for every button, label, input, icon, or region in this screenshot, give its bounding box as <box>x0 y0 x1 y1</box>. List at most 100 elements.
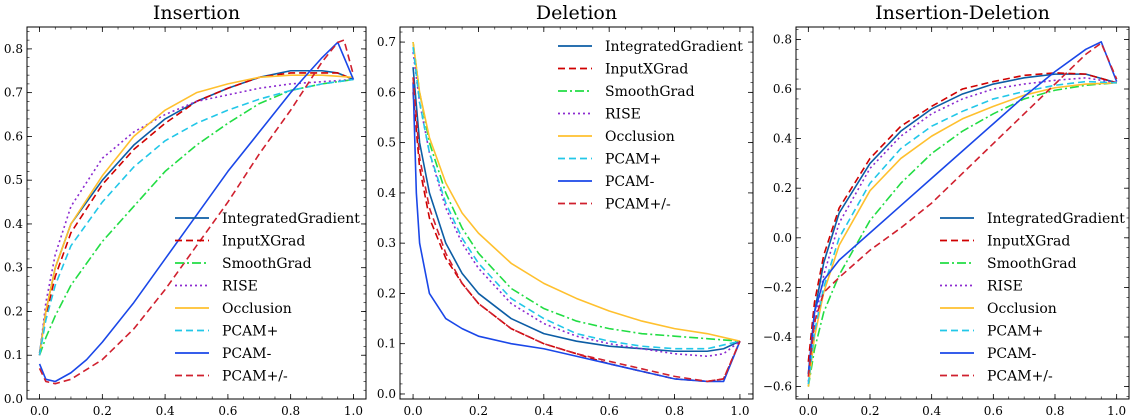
series-line-0 <box>412 67 741 353</box>
chart-title: Insertion-Deletion <box>875 2 1050 24</box>
series-line-4 <box>412 41 741 342</box>
y-tick-label: 0.3 <box>4 261 23 275</box>
legend-label: PCAM+/- <box>987 369 1053 385</box>
plot-frame <box>26 26 367 400</box>
legend-label: Occlusion <box>222 301 292 317</box>
legend-label: RISE <box>987 279 1023 295</box>
x-tick-label: 0.4 <box>922 404 941 417</box>
legend-label: PCAM- <box>605 174 655 190</box>
series-line-0 <box>807 73 1117 375</box>
legend-label: Occlusion <box>987 301 1057 317</box>
y-tick-label: 0.5 <box>377 136 396 150</box>
plot-frame <box>795 26 1130 400</box>
series-line-1 <box>807 72 1117 362</box>
y-tick-label: 0.1 <box>377 337 396 351</box>
y-tick-label: 0.4 <box>377 186 396 200</box>
legend-label: PCAM- <box>987 346 1037 362</box>
x-tick-label: 0.8 <box>1045 404 1064 417</box>
legend-label: PCAM+ <box>605 152 661 168</box>
y-tick-label: 0.3 <box>377 236 396 250</box>
chart-panel-0: Insertion 0.0 0.2 0.4 0.6 0.8 1.0 0.0 0.1 0.2 0.3 0… <box>4 2 367 417</box>
y-tick-label: 0.1 <box>4 348 23 362</box>
chart-panel-1: Deletion 0.0 0.2 0.4 0.6 0.8 1.0 0.0 0.1 0.2 0.3 0.… <box>377 2 754 417</box>
y-tick-label: −0.4 <box>763 330 793 344</box>
x-tick-label: 0.2 <box>469 404 488 417</box>
legend-label: IntegratedGradient <box>605 39 743 55</box>
chart-title: Deletion <box>536 2 617 24</box>
x-tick-label: 0.6 <box>218 404 237 417</box>
x-tick-label: 0.2 <box>93 404 112 417</box>
legend-label: IntegratedGradient <box>222 211 360 227</box>
x-tick-label: 0.4 <box>156 404 175 417</box>
y-tick-label: 0.7 <box>377 35 396 49</box>
y-tick-label: 0.0 <box>377 387 396 401</box>
legend-label: InputXGrad <box>222 234 305 250</box>
legend-label: Occlusion <box>605 129 675 145</box>
series-line-7 <box>807 42 1118 377</box>
legend-label: PCAM+ <box>222 324 278 340</box>
legend-label: PCAM+/- <box>605 197 671 213</box>
x-tick-label: 0.6 <box>600 404 619 417</box>
y-tick-label: 0.6 <box>4 129 23 143</box>
x-tick-label: 0.0 <box>404 404 423 417</box>
legend: IntegratedGradient InputXGrad SmoothGrad RI… <box>558 39 743 213</box>
legend-label: PCAM- <box>222 346 272 362</box>
series-line-7 <box>412 77 741 383</box>
series-line-3 <box>807 77 1117 382</box>
legend: IntegratedGradient InputXGrad SmoothGrad RI… <box>940 211 1125 385</box>
x-tick-label: 0.8 <box>281 404 300 417</box>
x-tick-label: 0.4 <box>534 404 553 417</box>
y-tick-label: 0.0 <box>773 231 792 245</box>
series-line-4 <box>38 74 354 356</box>
series-line-1 <box>38 72 354 356</box>
x-tick-label: 0.6 <box>984 404 1003 417</box>
y-tick-label: 0.2 <box>377 286 396 300</box>
y-tick-label: 0.2 <box>4 304 23 318</box>
series-line-5 <box>412 47 741 350</box>
legend-label: IntegratedGradient <box>987 211 1125 227</box>
x-tick-label: 0.2 <box>860 404 879 417</box>
y-tick-label: 0.8 <box>4 42 23 56</box>
legend-label: SmoothGrad <box>605 84 695 100</box>
series-line-6 <box>38 41 355 383</box>
y-tick-label: 0.7 <box>4 86 23 100</box>
series-line-2 <box>412 41 740 342</box>
series-line-2 <box>807 82 1117 387</box>
x-tick-label: 0.0 <box>30 404 49 417</box>
series-line-1 <box>412 92 741 383</box>
x-tick-label: 1.0 <box>344 404 363 417</box>
series-line-3 <box>38 78 354 356</box>
x-tick-label: 0.0 <box>799 404 818 417</box>
y-tick-label: 0.4 <box>773 132 792 146</box>
y-tick-label: 0.4 <box>4 217 23 231</box>
legend-label: RISE <box>222 279 258 295</box>
y-tick-label: 0.2 <box>773 181 792 195</box>
y-tick-label: 0.5 <box>4 173 23 187</box>
x-tick-label: 1.0 <box>1107 404 1126 417</box>
series-line-4 <box>807 82 1117 387</box>
legend: IntegratedGradient InputXGrad SmoothGrad RI… <box>175 211 360 385</box>
x-tick-label: 0.8 <box>665 404 684 417</box>
series-line-6 <box>807 41 1118 375</box>
chart-panel-2: Insertion-Deletion 0.0 0.2 0.4 0.6 0.8 1.0 −0.6… <box>763 2 1130 417</box>
legend-label: InputXGrad <box>605 62 688 78</box>
legend-label: PCAM+/- <box>222 369 288 385</box>
chart-title: Insertion <box>153 2 240 24</box>
legend-label: SmoothGrad <box>987 256 1077 272</box>
series-line-6 <box>412 82 741 383</box>
legend-label: PCAM+ <box>987 324 1043 340</box>
y-tick-label: −0.6 <box>763 380 792 394</box>
legend-label: RISE <box>605 107 641 123</box>
legend-label: InputXGrad <box>987 234 1070 250</box>
series-line-5 <box>38 78 354 356</box>
series-line-7 <box>38 39 355 385</box>
y-tick-label: 0.0 <box>4 392 23 406</box>
y-tick-label: −0.2 <box>763 280 792 294</box>
y-tick-label: 0.6 <box>773 82 792 96</box>
y-tick-label: 0.8 <box>773 32 792 46</box>
x-tick-label: 1.0 <box>730 404 749 417</box>
y-tick-label: 0.6 <box>377 85 396 99</box>
series-line-5 <box>807 80 1117 385</box>
legend-label: SmoothGrad <box>222 256 312 272</box>
